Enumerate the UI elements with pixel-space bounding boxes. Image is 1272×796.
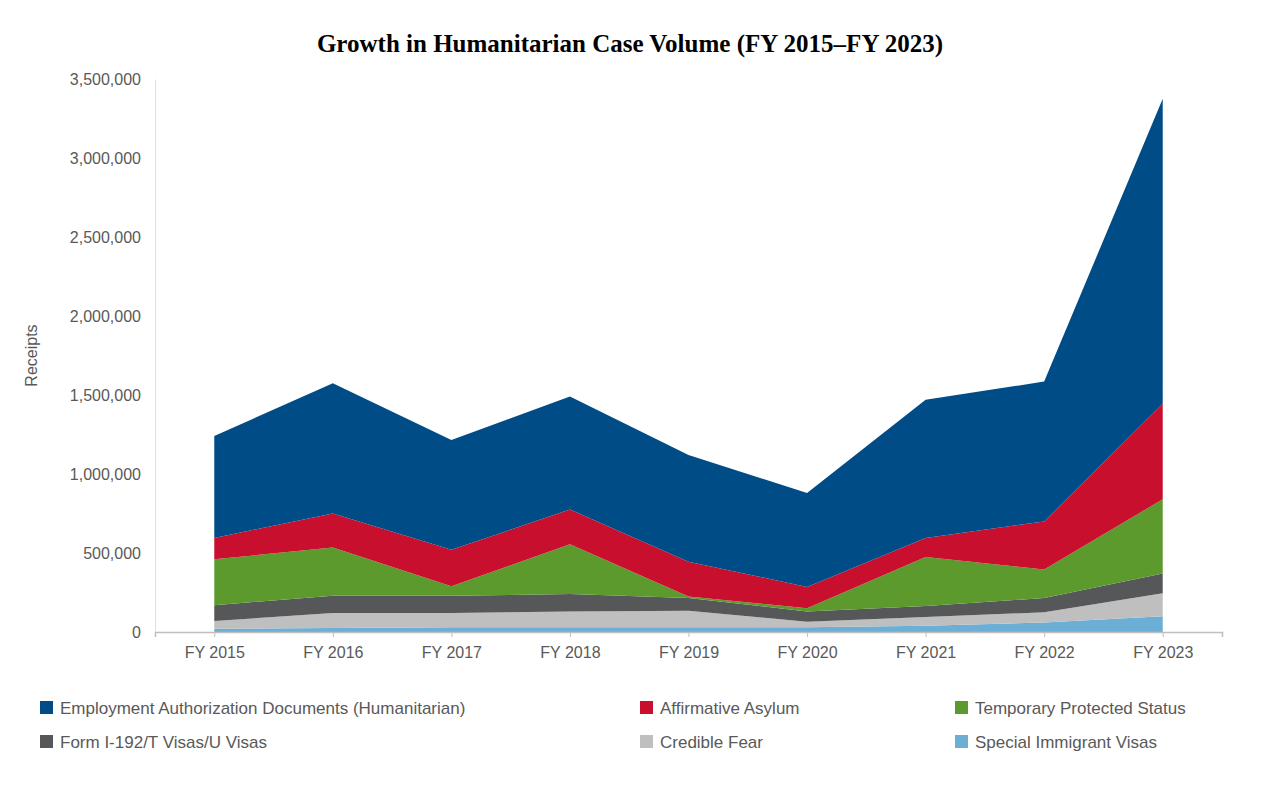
y-tick: 3,500,000 <box>70 71 155 88</box>
legend-swatch <box>955 701 968 714</box>
legend-label: Affirmative Asylum <box>660 699 800 718</box>
x-tick-mark <box>689 632 690 637</box>
x-tick-mark <box>1163 632 1164 637</box>
y-tick: 0 <box>132 624 155 641</box>
y-tick: 2,000,000 <box>70 308 155 325</box>
legend-item: Form I-192/T Visas/U Visas <box>40 733 267 752</box>
y-tick-label: 3,000,000 <box>70 150 141 167</box>
y-tick-label: 1,000,000 <box>70 466 141 483</box>
x-tick-mark <box>807 632 808 637</box>
y-tick: 500,000 <box>83 545 155 562</box>
y-axis: 0 500,000 1,000,000 1,500,000 2,000,000 2,500… <box>70 71 156 641</box>
y-tick: 1,500,000 <box>70 387 155 404</box>
y-tick: 2,500,000 <box>70 229 155 246</box>
legend-item: Temporary Protected Status <box>955 699 1186 718</box>
x-tick: FY 2020 <box>777 632 837 661</box>
x-axis: FY 2015 FY 2016 FY 2017 FY 2018 FY 2019 FY 20… <box>156 632 1223 661</box>
x-tick-label: FY 2017 <box>422 644 482 661</box>
x-tick-label: FY 2015 <box>185 644 245 661</box>
areas <box>214 99 1162 632</box>
legend-label: Temporary Protected Status <box>975 699 1186 718</box>
x-tick-label: FY 2016 <box>303 644 363 661</box>
x-tick: FY 2015 <box>185 632 245 661</box>
x-tick: FY 2023 <box>1133 632 1193 661</box>
x-tick: FY 2016 <box>303 632 363 661</box>
chart: Growth in Humanitarian Case Volume (FY 2… <box>0 0 1272 796</box>
x-tick-mark <box>451 632 452 637</box>
legend-swatch <box>40 701 53 714</box>
legend-label: Credible Fear <box>660 733 763 752</box>
legend-swatch <box>640 735 653 748</box>
legend-item: Special Immigrant Visas <box>955 733 1157 752</box>
legend-item: Credible Fear <box>640 733 763 752</box>
x-tick: FY 2021 <box>896 632 956 661</box>
x-tick-label: FY 2022 <box>1015 644 1075 661</box>
legend: Employment Authorization Documents (Huma… <box>40 699 1186 752</box>
x-tick-label: FY 2020 <box>777 644 837 661</box>
y-tick-label: 500,000 <box>83 545 141 562</box>
x-tick: FY 2017 <box>422 632 482 661</box>
x-tick-label: FY 2023 <box>1133 644 1193 661</box>
x-tick: FY 2022 <box>1015 632 1075 661</box>
x-tick-label: FY 2019 <box>659 644 719 661</box>
y-tick-label: 2,000,000 <box>70 308 141 325</box>
x-tick: FY 2019 <box>659 632 719 661</box>
x-tick-label: FY 2021 <box>896 644 956 661</box>
y-axis-title: Receipts <box>23 324 40 386</box>
x-tick: FY 2018 <box>540 632 600 661</box>
area <box>214 99 1162 587</box>
legend-label: Special Immigrant Visas <box>975 733 1157 752</box>
legend-swatch <box>40 735 53 748</box>
x-tick-mark <box>1044 632 1045 637</box>
x-axis-line <box>156 633 1223 638</box>
y-tick: 3,000,000 <box>70 150 155 167</box>
title: Growth in Humanitarian Case Volume (FY 2… <box>317 30 943 58</box>
y-tick-label: 2,500,000 <box>70 229 141 246</box>
legend-label: Employment Authorization Documents (Huma… <box>60 699 465 718</box>
plot: 0 500,000 1,000,000 1,500,000 2,000,000 2,500… <box>70 71 1223 662</box>
x-tick-mark <box>926 632 927 637</box>
y-axis-line <box>155 80 156 633</box>
x-tick-mark <box>214 632 215 637</box>
legend-swatch <box>955 735 968 748</box>
legend-item: Employment Authorization Documents (Huma… <box>40 699 465 718</box>
y-tick-label: 0 <box>132 624 141 641</box>
x-tick-mark <box>570 632 571 637</box>
y-tick-label: 1,500,000 <box>70 387 141 404</box>
x-tick-mark <box>333 632 334 637</box>
legend-item: Affirmative Asylum <box>640 699 800 718</box>
legend-swatch <box>640 701 653 714</box>
y-tick-label: 3,500,000 <box>70 71 141 88</box>
legend-label: Form I-192/T Visas/U Visas <box>60 733 267 752</box>
y-tick: 1,000,000 <box>70 466 155 483</box>
x-tick-label: FY 2018 <box>540 644 600 661</box>
